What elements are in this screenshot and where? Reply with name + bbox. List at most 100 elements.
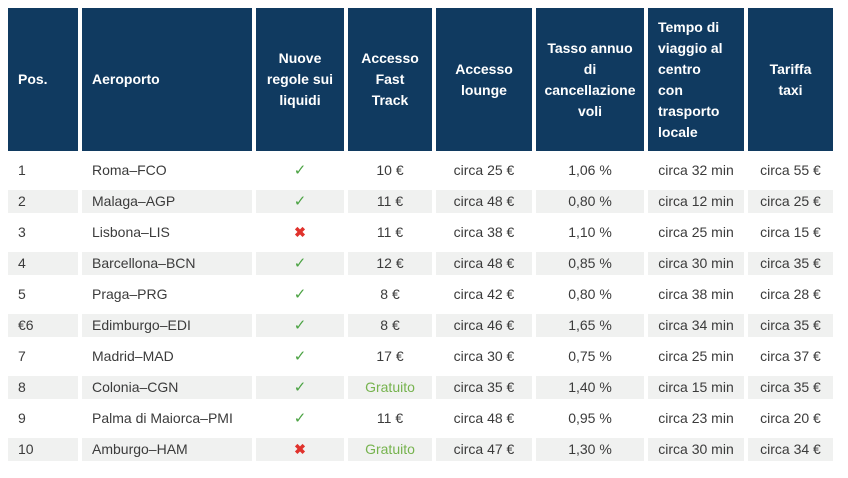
cross-icon: ✖ <box>294 441 306 457</box>
check-icon: ✓ <box>293 348 307 365</box>
cell-pos: 8 <box>8 376 78 399</box>
cell-pos: 10 <box>8 438 78 461</box>
airports-table: Pos. Aeroporto Nuove regole sui liquidi Acc… <box>4 0 837 469</box>
cell-fast_track: 11 € <box>348 407 432 430</box>
table-row: 1 Roma–FCO ✓ 10 € circa 25 €1,06 % circa 32 m… <box>8 159 833 182</box>
cell-airport: Amburgo–HAM <box>82 438 252 461</box>
cell-liquids: ✓ <box>256 283 344 306</box>
cell-pos: 9 <box>8 407 78 430</box>
cell-fast_track: 8 € <box>348 283 432 306</box>
column-header-airport: Aeroporto <box>82 8 252 151</box>
check-icon: ✓ <box>293 286 307 303</box>
cell-taxi: circa 25 € <box>748 190 833 213</box>
check-icon: ✓ <box>293 410 307 427</box>
cell-fast_track: 8 € <box>348 314 432 337</box>
cell-fast_track: Gratuito <box>348 438 432 461</box>
cell-travel_time: circa 12 min <box>648 190 744 213</box>
column-header-pos: Pos. <box>8 8 78 151</box>
cross-icon: ✖ <box>294 224 306 240</box>
cell-pos: 4 <box>8 252 78 275</box>
cell-cancellation: 0,85 % <box>536 252 644 275</box>
cell-liquids: ✖ <box>256 438 344 461</box>
cell-pos: 3 <box>8 221 78 244</box>
cell-lounge: circa 35 € <box>436 376 532 399</box>
cell-lounge: circa 47 € <box>436 438 532 461</box>
cell-pos: 5 <box>8 283 78 306</box>
table-row: 7 Madrid–MAD ✓ 17 € circa 30 €0,75 % circa 25… <box>8 345 833 368</box>
cell-lounge: circa 42 € <box>436 283 532 306</box>
cell-cancellation: 0,95 % <box>536 407 644 430</box>
table-header: Pos. Aeroporto Nuove regole sui liquidi Acc… <box>8 8 833 151</box>
cell-travel_time: circa 32 min <box>648 159 744 182</box>
cell-cancellation: 0,80 % <box>536 283 644 306</box>
cell-fast_track: 11 € <box>348 190 432 213</box>
cell-travel_time: circa 23 min <box>648 407 744 430</box>
check-icon: ✓ <box>293 379 307 396</box>
cell-lounge: circa 48 € <box>436 252 532 275</box>
cell-liquids: ✖ <box>256 221 344 244</box>
cell-lounge: circa 25 € <box>436 159 532 182</box>
cell-travel_time: circa 30 min <box>648 252 744 275</box>
cell-airport: Edimburgo–EDI <box>82 314 252 337</box>
cell-airport: Malaga–AGP <box>82 190 252 213</box>
cell-cancellation: 1,40 % <box>536 376 644 399</box>
cell-airport: Madrid–MAD <box>82 345 252 368</box>
check-icon: ✓ <box>293 317 307 334</box>
cell-airport: Palma di Maiorca–PMI <box>82 407 252 430</box>
cell-fast_track: 12 € <box>348 252 432 275</box>
cell-cancellation: 0,80 % <box>536 190 644 213</box>
column-header-lounge: Accesso lounge <box>436 8 532 151</box>
column-header-cancellation: Tasso annuo di cancellazione voli <box>536 8 644 151</box>
cell-liquids: ✓ <box>256 314 344 337</box>
cell-taxi: circa 37 € <box>748 345 833 368</box>
cell-cancellation: 0,75 % <box>536 345 644 368</box>
cell-travel_time: circa 30 min <box>648 438 744 461</box>
cell-fast_track: Gratuito <box>348 376 432 399</box>
cell-cancellation: 1,06 % <box>536 159 644 182</box>
cell-airport: Roma–FCO <box>82 159 252 182</box>
cell-lounge: circa 48 € <box>436 407 532 430</box>
table-row: €6 Edimburgo–EDI ✓ 8 € circa 46 €1,65 % circa… <box>8 314 833 337</box>
check-icon: ✓ <box>293 255 307 272</box>
cell-airport: Barcellona–BCN <box>82 252 252 275</box>
cell-taxi: circa 35 € <box>748 376 833 399</box>
cell-pos: €6 <box>8 314 78 337</box>
cell-liquids: ✓ <box>256 159 344 182</box>
column-header-travel_time: Tempo di viaggio al centro con trasporto… <box>648 8 744 151</box>
cell-lounge: circa 38 € <box>436 221 532 244</box>
cell-taxi: circa 35 € <box>748 314 833 337</box>
cell-cancellation: 1,30 % <box>536 438 644 461</box>
table-row: 5 Praga–PRG ✓ 8 € circa 42 €0,80 % circa 38 m… <box>8 283 833 306</box>
cell-fast_track: 10 € <box>348 159 432 182</box>
cell-travel_time: circa 34 min <box>648 314 744 337</box>
table-row: 2 Malaga–AGP ✓ 11 € circa 48 €0,80 % circa 12… <box>8 190 833 213</box>
cell-taxi: circa 35 € <box>748 252 833 275</box>
cell-liquids: ✓ <box>256 345 344 368</box>
cell-taxi: circa 28 € <box>748 283 833 306</box>
cell-lounge: circa 30 € <box>436 345 532 368</box>
table-row: 4 Barcellona–BCN ✓ 12 € circa 48 €0,85 % circ… <box>8 252 833 275</box>
cell-travel_time: circa 25 min <box>648 345 744 368</box>
cell-pos: 7 <box>8 345 78 368</box>
cell-taxi: circa 20 € <box>748 407 833 430</box>
cell-fast_track: 17 € <box>348 345 432 368</box>
check-icon: ✓ <box>293 162 307 179</box>
cell-pos: 2 <box>8 190 78 213</box>
check-icon: ✓ <box>293 193 307 210</box>
cell-taxi: circa 34 € <box>748 438 833 461</box>
cell-cancellation: 1,65 % <box>536 314 644 337</box>
table-row: 10 Amburgo–HAM ✖ Gratuito circa 47 €1,30 % ci… <box>8 438 833 461</box>
cell-airport: Colonia–CGN <box>82 376 252 399</box>
cell-airport: Lisbona–LIS <box>82 221 252 244</box>
cell-fast_track: 11 € <box>348 221 432 244</box>
table-row: 3 Lisbona–LIS ✖ 11 € circa 38 €1,10 % circa 2… <box>8 221 833 244</box>
cell-lounge: circa 46 € <box>436 314 532 337</box>
cell-cancellation: 1,10 % <box>536 221 644 244</box>
cell-travel_time: circa 25 min <box>648 221 744 244</box>
cell-pos: 1 <box>8 159 78 182</box>
cell-travel_time: circa 38 min <box>648 283 744 306</box>
cell-taxi: circa 15 € <box>748 221 833 244</box>
cell-liquids: ✓ <box>256 252 344 275</box>
cell-liquids: ✓ <box>256 190 344 213</box>
